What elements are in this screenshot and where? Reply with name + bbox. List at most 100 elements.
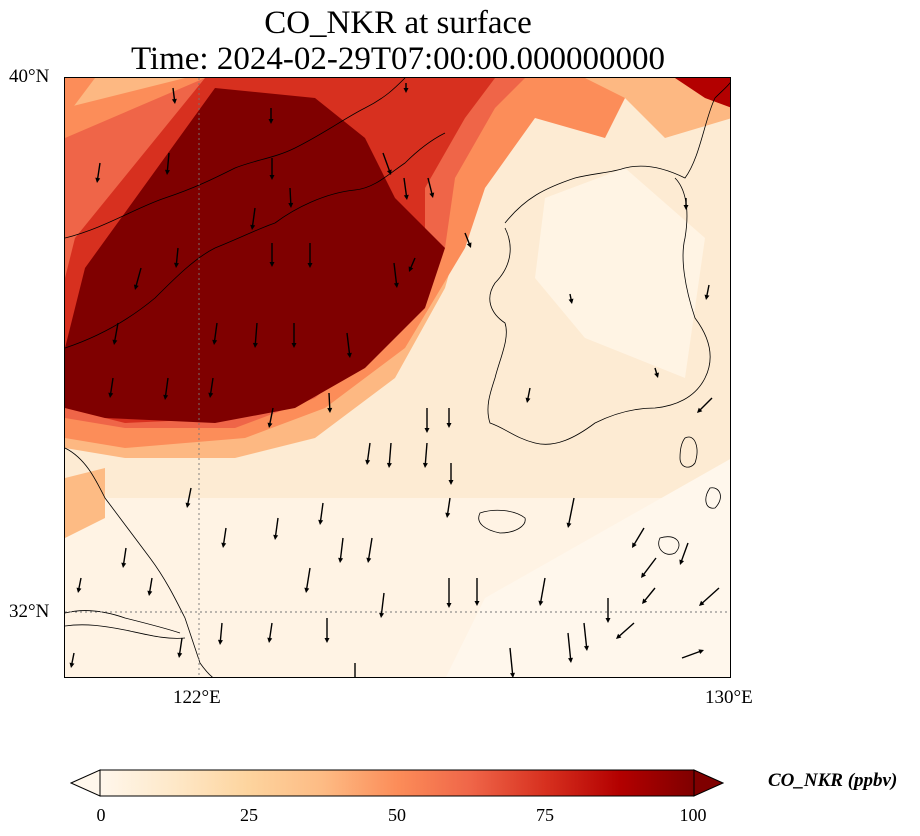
colorbar-tick-100: 100 (679, 805, 707, 825)
wind-vector (346, 332, 351, 356)
wind-vector (427, 177, 433, 196)
wind-vector-head (654, 372, 659, 378)
wind-vector-head (273, 534, 279, 540)
wind-vector-head (221, 542, 227, 548)
wind-vector-head (291, 343, 297, 348)
colorbar-title: CO_NKR (ppbv) (768, 770, 898, 791)
wind-vector-head (163, 394, 169, 400)
wind-vector-head (69, 662, 75, 668)
wind-vector-head (386, 169, 392, 175)
wind-vector (632, 527, 645, 546)
wind-vector-head (95, 177, 101, 183)
map-panel[interactable] (64, 77, 731, 678)
wind-vector-head (683, 205, 689, 210)
lat-tick-label-32n: 32°N (9, 601, 50, 622)
wind-vector (172, 87, 176, 102)
wind-vector-head (171, 98, 177, 104)
wind-vector (366, 442, 371, 463)
wind-vector-head (583, 645, 589, 651)
wind-vector-head (133, 284, 139, 290)
wind-vector (135, 267, 142, 288)
wind-vector (509, 647, 514, 676)
wind-vector (113, 322, 119, 343)
wind-vector (446, 497, 451, 516)
wind-vector (319, 502, 324, 523)
field-plume-core (65, 88, 445, 423)
wind-vector-head (445, 512, 451, 518)
wind-vector (175, 247, 179, 266)
lon-tick-label-122e: 122°E (173, 687, 221, 708)
wind-vector-head (267, 422, 273, 428)
wind-vector-head (338, 557, 344, 563)
wind-vector (698, 397, 713, 412)
wind-vector (148, 577, 153, 594)
wind-vector-head (466, 242, 472, 248)
wind-vector (409, 257, 416, 270)
wind-vector (583, 622, 588, 649)
colorbar-tick-50: 50 (388, 805, 406, 825)
wind-vector (289, 187, 292, 206)
wind-vector-head (147, 590, 153, 596)
gridlines (65, 78, 730, 677)
wind-vector (219, 622, 223, 643)
wind-vector (164, 377, 169, 398)
wind-vectors (69, 83, 720, 677)
wind-vector-head (422, 462, 428, 468)
wind-vector-head (697, 407, 703, 413)
field-low-east (535, 168, 705, 378)
wind-vector-head (568, 657, 573, 663)
colorbar (69, 768, 725, 798)
colorbar-tick-0: 0 (96, 805, 106, 825)
wind-vector (617, 622, 635, 638)
wind-vector-head (568, 298, 574, 304)
wind-vector-head (185, 502, 191, 508)
wind-vector-head (267, 637, 273, 643)
wind-vector (700, 587, 720, 605)
map-canvas (65, 78, 730, 677)
wind-vector-head (510, 672, 515, 677)
field-plume-northeast (675, 78, 730, 108)
wind-vector (464, 232, 471, 246)
wind-vector-head (393, 282, 399, 288)
wind-vector-head (212, 339, 218, 345)
wind-vector-head (386, 462, 392, 468)
wind-vector (567, 497, 575, 526)
wind-vector (680, 542, 689, 563)
wind-vector-head (164, 169, 170, 175)
wind-vector (539, 577, 546, 604)
wind-vector-head (403, 194, 409, 200)
wind-vector-head (698, 649, 704, 655)
wind-vector-head (605, 618, 611, 623)
wind-vector (305, 567, 311, 591)
wind-vector (209, 377, 214, 396)
wind-vector-head (525, 397, 531, 403)
wind-vector (424, 442, 428, 466)
wind-vector-head (704, 294, 710, 300)
wind-vector-head (250, 224, 256, 230)
wind-vector-head (448, 480, 454, 485)
wind-vector-head (408, 266, 414, 272)
wind-vector-head (446, 423, 452, 428)
map-subtitle-time: Time: 2024-02-29T07:00:00.000000000 (130, 41, 666, 77)
wind-vector (186, 487, 192, 506)
wind-vector-head (642, 598, 648, 604)
wind-vector (681, 650, 702, 659)
wind-vector-head (177, 652, 183, 658)
wind-vector-head (112, 339, 118, 345)
wind-vector (178, 637, 183, 656)
wind-vector-head (217, 639, 223, 645)
wind-vector (705, 284, 710, 298)
wind-vector (77, 577, 82, 591)
wind-vector-head (446, 603, 452, 608)
wind-vector-head (699, 600, 705, 606)
wind-vector (380, 592, 385, 616)
wind-vector-head (304, 587, 310, 593)
wind-vector-head (679, 559, 685, 565)
wind-vector (567, 632, 572, 661)
wind-vector (388, 442, 392, 466)
wind-vector (96, 162, 101, 181)
wind-vector (382, 152, 391, 173)
wind-vector (222, 527, 227, 546)
wind-vector-head (288, 202, 294, 208)
colorbar-tick-75: 75 (536, 805, 554, 825)
